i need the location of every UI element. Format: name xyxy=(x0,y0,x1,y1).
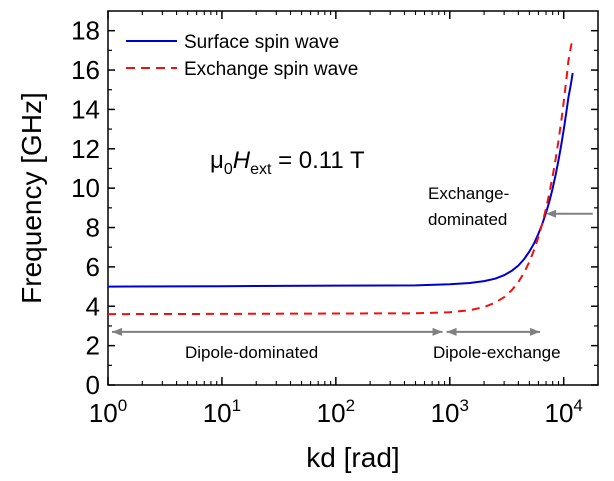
x-axis-title: kd [rad] xyxy=(306,442,399,473)
x-tick-label: 104 xyxy=(545,396,583,428)
region-arrows xyxy=(112,209,593,336)
y-axis-title: Frequency [GHz] xyxy=(16,92,47,304)
y-tick-labels: 0 2 4 6 8 10 12 14 16 18 xyxy=(71,16,100,400)
exchange-dominated-arrow-head xyxy=(546,209,557,218)
formula-ext-subscript: ext xyxy=(250,161,272,178)
series-layer xyxy=(107,38,574,316)
dipole-exchange-label: Dipole-exchange xyxy=(433,343,561,362)
y-tick-label: 2 xyxy=(86,331,100,361)
y-tick-label: 6 xyxy=(86,252,100,282)
y-tick-label: 14 xyxy=(71,94,100,124)
dipole-dominated-arrow-head-right xyxy=(432,327,443,336)
exchange-spin-wave-line xyxy=(107,38,574,316)
exchange-dominated-label-2: dominated xyxy=(428,210,507,229)
y-tick-label: 8 xyxy=(86,213,100,243)
plot-frame xyxy=(107,10,599,386)
y-tick-label: 12 xyxy=(71,134,100,164)
x-tick-label: 101 xyxy=(203,396,241,428)
x-tick-label: 100 xyxy=(89,396,127,428)
legend-label-surface: Surface spin wave xyxy=(184,32,339,53)
y-tick-label: 10 xyxy=(71,173,100,203)
y-tick-label: 0 xyxy=(86,370,100,400)
surface-spin-wave-line xyxy=(107,72,574,288)
legend-label-exchange: Exchange spin wave xyxy=(184,59,358,80)
dipole-dominated-arrow-head-left xyxy=(112,327,122,336)
axis-ticks xyxy=(107,11,599,386)
dipole-exchange-arrow-head-right xyxy=(530,327,541,336)
exchange-dominated-label-1: Exchange- xyxy=(428,184,509,203)
field-formula: μ0Hext = 0.11 T xyxy=(210,147,365,178)
x-tick-label: 102 xyxy=(317,396,355,428)
formula-h: H xyxy=(233,147,251,174)
x-tick-labels: 100 101 102 103 104 xyxy=(89,396,583,428)
formula-mu: μ xyxy=(210,147,224,174)
legend: Surface spin wave Exchange spin wave xyxy=(126,32,358,80)
formula-value: = 0.11 T xyxy=(271,147,365,174)
dipole-exchange-arrow-head-left xyxy=(446,327,457,336)
formula-mu-subscript: 0 xyxy=(224,161,233,178)
y-tick-label: 4 xyxy=(86,291,100,321)
x-tick-label: 103 xyxy=(431,396,469,428)
dipole-dominated-label: Dipole-dominated xyxy=(185,343,318,362)
y-tick-label: 18 xyxy=(71,16,100,46)
y-tick-label: 16 xyxy=(71,55,100,85)
